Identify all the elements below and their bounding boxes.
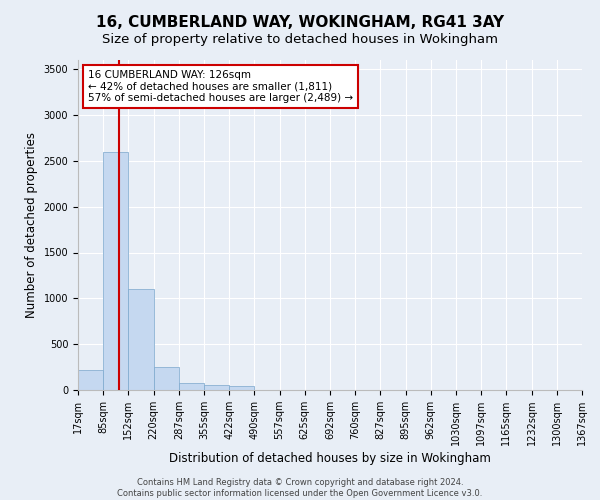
Bar xyxy=(103,152,128,390)
Bar xyxy=(78,370,103,390)
Bar xyxy=(154,367,179,390)
Text: Contains HM Land Registry data © Crown copyright and database right 2024.
Contai: Contains HM Land Registry data © Crown c… xyxy=(118,478,482,498)
Bar xyxy=(229,386,254,390)
Y-axis label: Number of detached properties: Number of detached properties xyxy=(25,132,38,318)
Bar xyxy=(128,289,154,390)
X-axis label: Distribution of detached houses by size in Wokingham: Distribution of detached houses by size … xyxy=(169,452,491,465)
Bar xyxy=(204,386,229,390)
Text: 16 CUMBERLAND WAY: 126sqm
← 42% of detached houses are smaller (1,811)
57% of se: 16 CUMBERLAND WAY: 126sqm ← 42% of detac… xyxy=(88,70,353,103)
Bar xyxy=(179,382,204,390)
Text: 16, CUMBERLAND WAY, WOKINGHAM, RG41 3AY: 16, CUMBERLAND WAY, WOKINGHAM, RG41 3AY xyxy=(96,15,504,30)
Text: Size of property relative to detached houses in Wokingham: Size of property relative to detached ho… xyxy=(102,32,498,46)
